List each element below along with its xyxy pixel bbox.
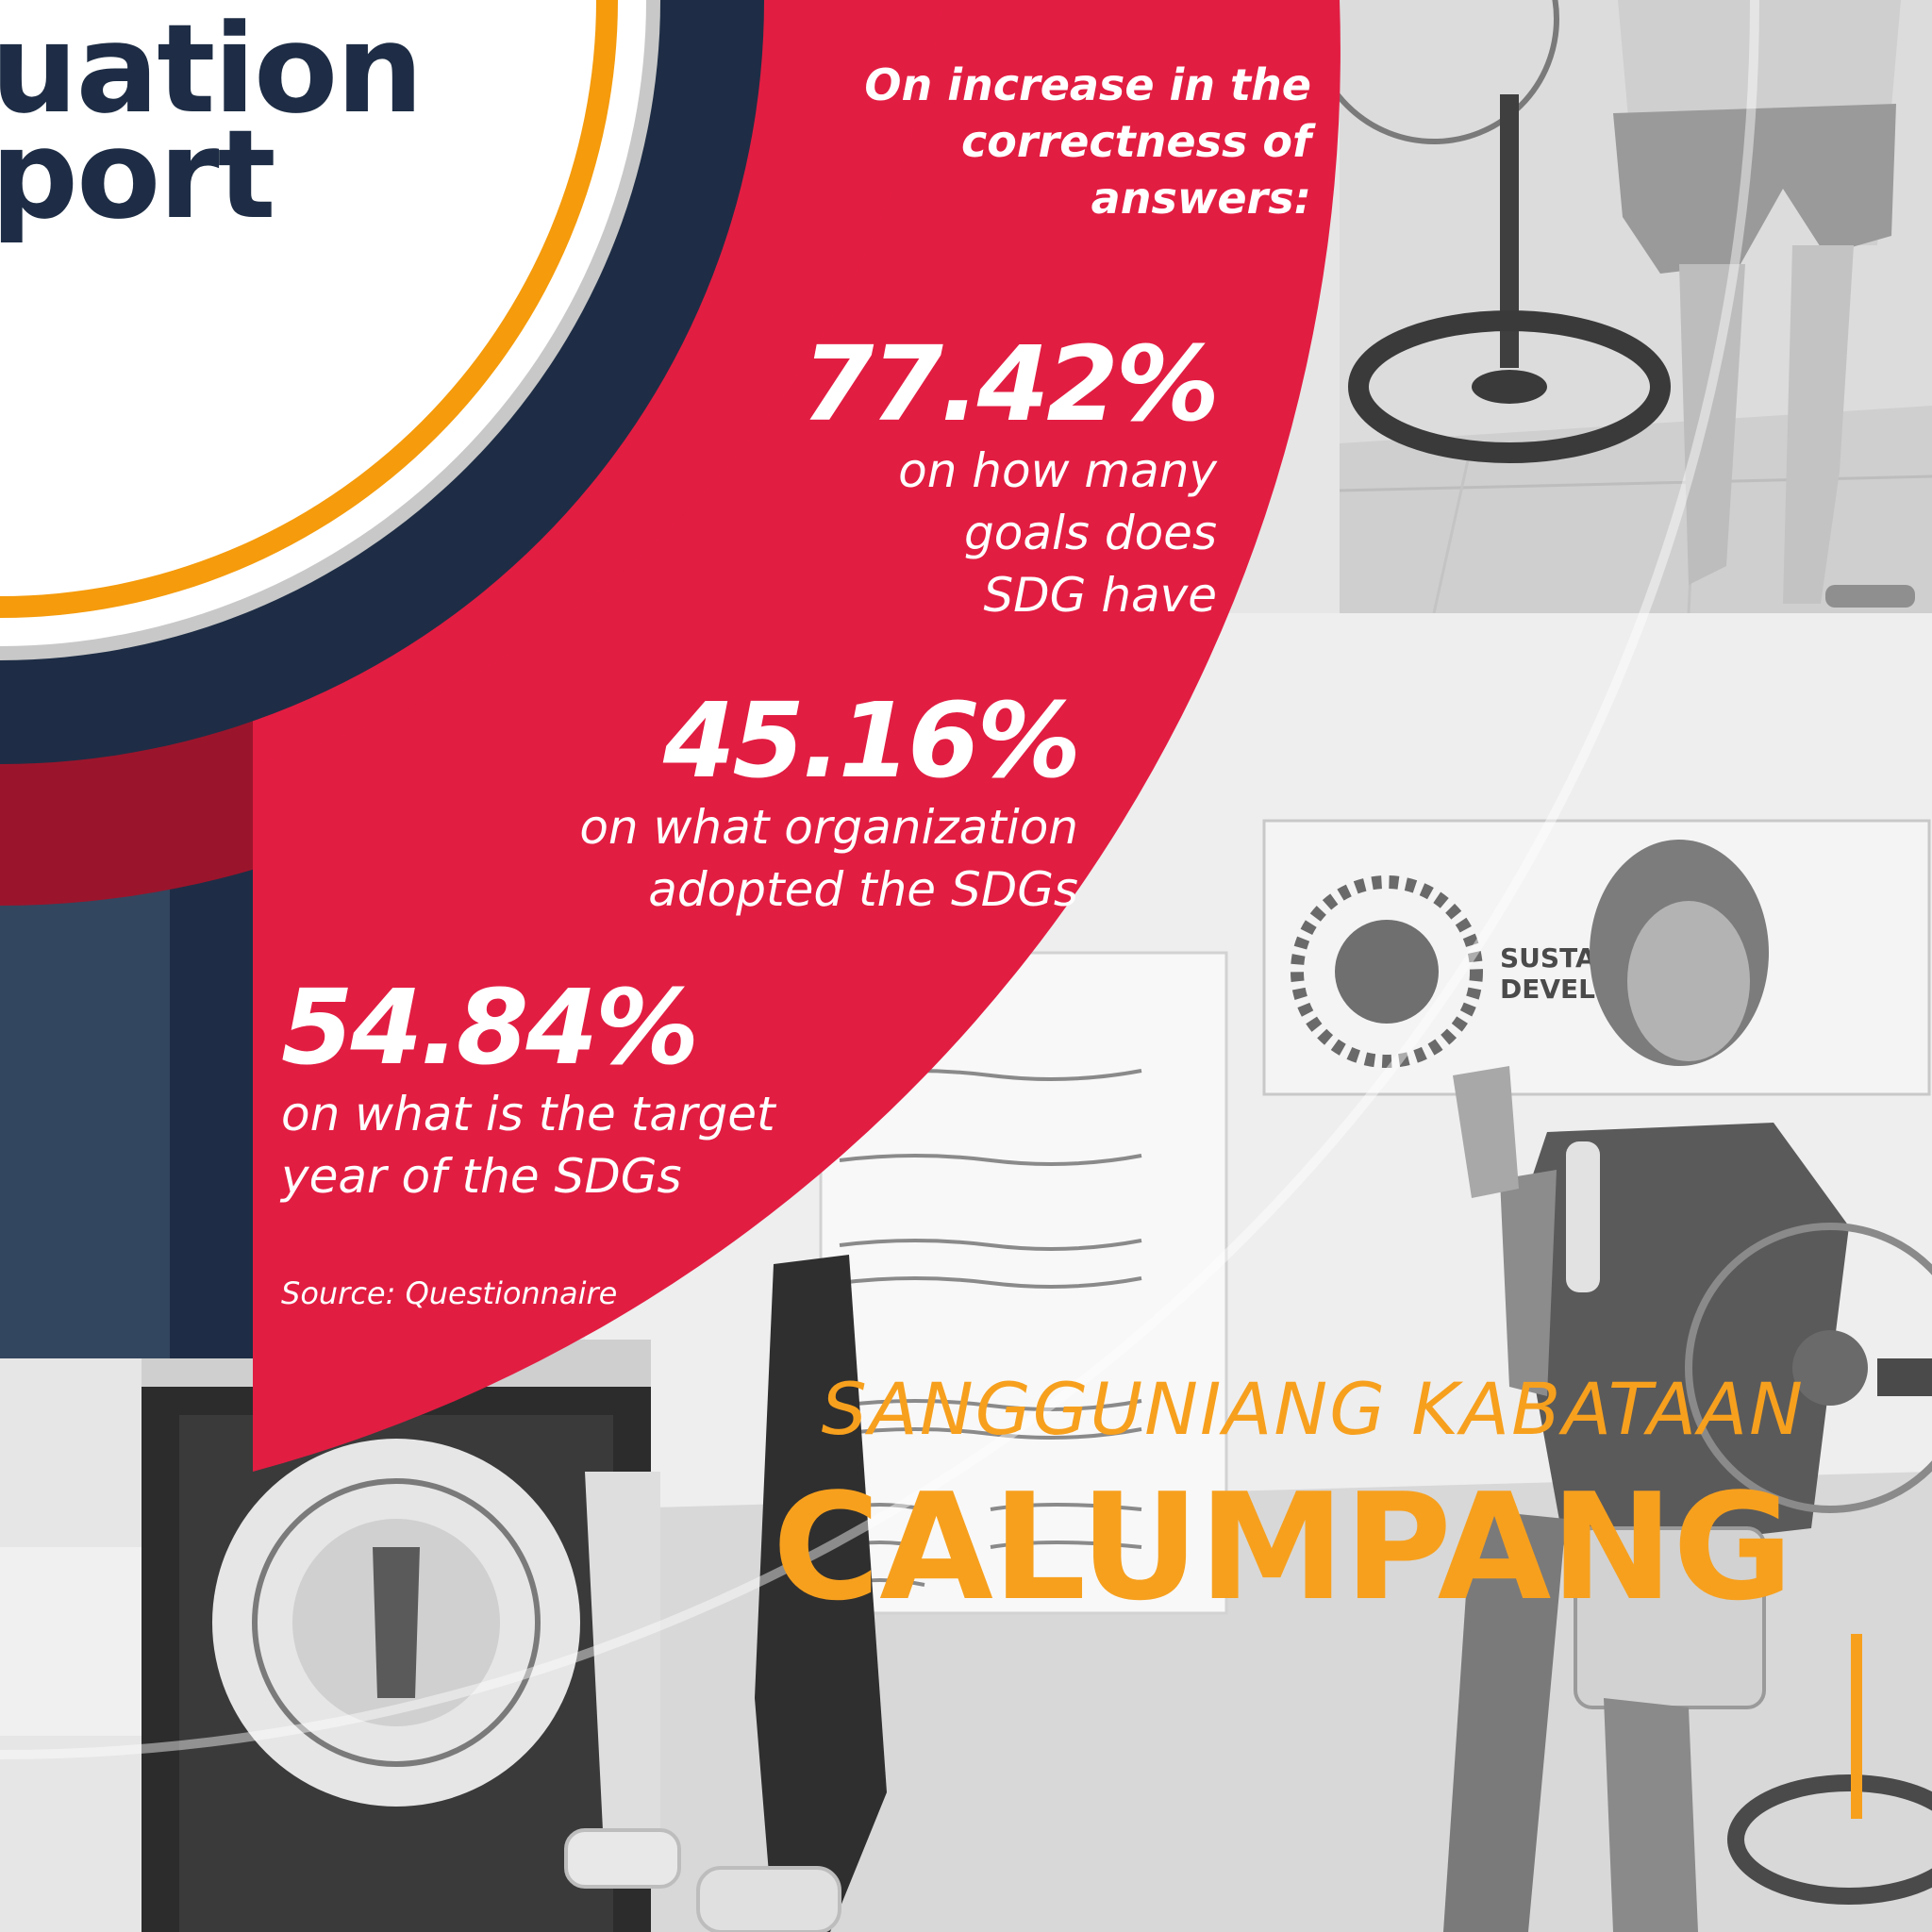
stat-desc-line: goals does <box>964 506 1217 560</box>
intro-text: On increase in the correctness of answer… <box>698 57 1311 226</box>
stat-desc-line: on what is the target <box>281 1087 775 1141</box>
intro-line-3: answers: <box>1091 173 1311 224</box>
stat-desc-line: SDG have <box>983 568 1217 623</box>
source-note: Source: Questionnaire <box>281 1275 618 1311</box>
intro-line-2: correctness of <box>960 116 1311 167</box>
stat-desc-line: on what organization <box>579 800 1078 855</box>
stat-value: 77.42% <box>801 324 1220 444</box>
brand-divider <box>1851 1634 1862 1819</box>
brand-subtitle: SANGGUNIANG KABATAAN <box>821 1367 1805 1451</box>
title-disc <box>0 0 596 596</box>
stat-desc-line: year of the SDGs <box>281 1149 682 1204</box>
stat-target-year: 54.84% on what is the target year of the… <box>281 975 941 1208</box>
stat-organization: 45.16% on what organization adopted the … <box>418 680 1081 921</box>
brand-title: CALUMPANG <box>772 1461 1793 1633</box>
stat-desc-line: adopted the SDGs <box>648 862 1078 917</box>
stat-goals-count: 77.42% on how many goals does SDG have <box>651 324 1220 626</box>
title-line-1: uation <box>0 0 424 141</box>
intro-line-1: On increase in the <box>864 59 1311 110</box>
stat-desc-line: on how many <box>898 443 1217 498</box>
title-line-2: port <box>0 103 276 246</box>
stat-value: 54.84% <box>281 967 699 1088</box>
stat-value: 45.16% <box>662 680 1081 801</box>
